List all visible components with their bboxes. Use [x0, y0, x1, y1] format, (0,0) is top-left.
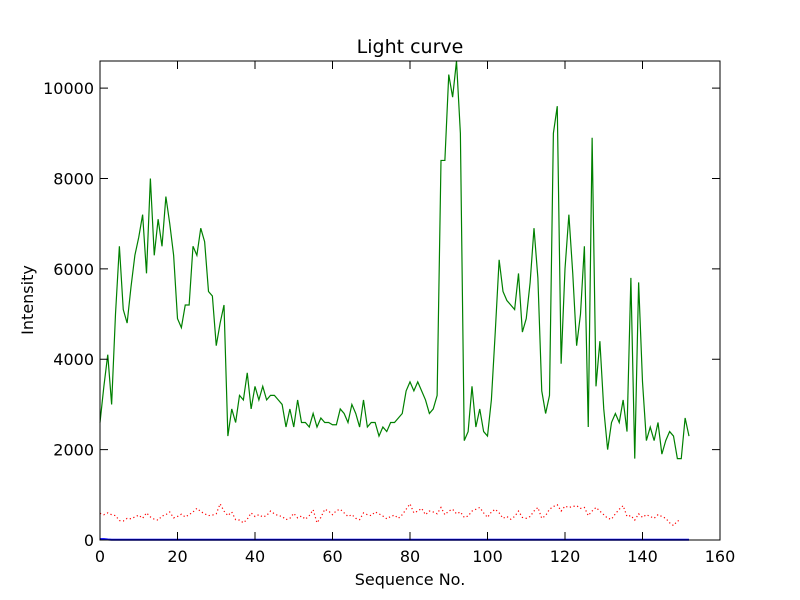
series-line-1: [99, 60, 690, 460]
x-tick-label: 120: [550, 547, 581, 566]
x-tick-label: 0: [95, 547, 105, 566]
plot-frame: [99, 60, 721, 541]
series-line-2: [99, 502, 682, 527]
x-tick-label: 160: [705, 547, 736, 566]
x-tick-label: 20: [167, 547, 187, 566]
y-tick-label: 0: [84, 531, 94, 550]
y-axis-label: Intensity: [18, 265, 37, 335]
y-tick-label: 2000: [53, 441, 94, 460]
y-tick-label: 8000: [53, 169, 94, 188]
x-tick-label: 100: [472, 547, 503, 566]
y-tick-label: 4000: [53, 350, 94, 369]
x-axis-label: Sequence No.: [355, 570, 466, 589]
y-tick-label: 6000: [53, 260, 94, 279]
x-tick-label: 40: [245, 547, 265, 566]
chart-title: Light curve: [357, 36, 464, 58]
x-tick-label: 60: [322, 547, 342, 566]
tick-layer: 0 20 40 60 80 100 120 140 160 0 2000 4000 6000 8000 10…: [43, 61, 735, 566]
x-tick-label: 140: [627, 547, 658, 566]
y-tick-label: 10000: [43, 79, 94, 98]
x-tick-label: 80: [400, 547, 420, 566]
